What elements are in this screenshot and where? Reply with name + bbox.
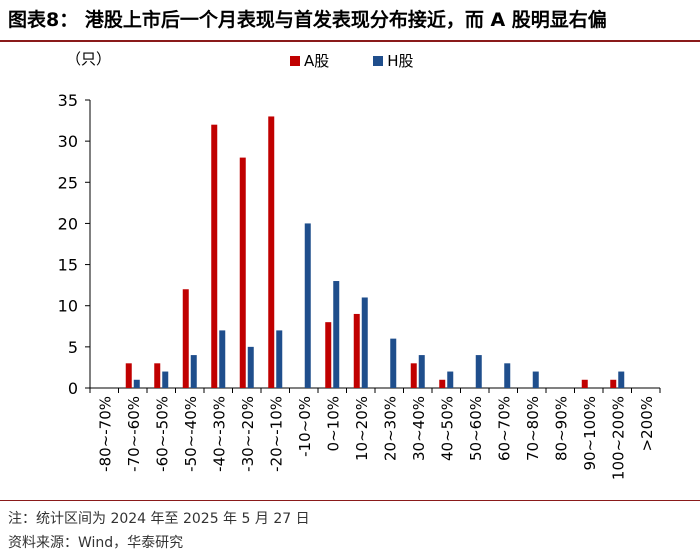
footer-divider — [0, 500, 700, 501]
bar-h-share — [532, 371, 539, 388]
x-tick-label: 30~40% — [410, 396, 428, 461]
x-tick-label: -70~-60% — [125, 396, 143, 472]
y-tick-label: 0 — [68, 379, 78, 398]
bar-h-share — [304, 223, 311, 388]
x-tick-label: 70~80% — [524, 396, 542, 461]
y-tick-label: 5 — [68, 338, 78, 357]
x-tick-label: 10~20% — [353, 396, 371, 461]
bar-a-share — [211, 124, 218, 388]
x-tick-label: 20~30% — [381, 396, 399, 461]
figure-title: 图表8： 港股上市后一个月表现与首发表现分布接近，而 A 股明显右偏 — [8, 9, 607, 31]
bar-a-share — [581, 379, 588, 388]
bar-h-share — [504, 363, 511, 388]
x-tick-label: -20~-10% — [267, 396, 285, 472]
x-tick-label: >200% — [638, 396, 656, 451]
bar-a-share — [410, 363, 417, 388]
bar-a-share — [610, 379, 617, 388]
bar-h-share — [333, 281, 340, 388]
x-tick-label: 90~100% — [581, 396, 599, 471]
legend-swatch-h-share — [373, 55, 384, 66]
bar-a-share — [439, 379, 446, 388]
chart-source: 资料来源：Wind，华泰研究 — [8, 535, 184, 551]
bar-h-share — [418, 355, 425, 388]
title-divider — [0, 40, 700, 42]
legend-swatch-a-share — [290, 55, 300, 66]
legend-label-a-share: A股 — [304, 52, 330, 70]
y-tick-label: 20 — [58, 214, 78, 233]
x-tick-label: 0~10% — [324, 396, 342, 451]
bar-h-share — [390, 338, 397, 388]
bar-a-share — [182, 289, 189, 388]
bar-h-share — [475, 355, 482, 388]
bar-a-share — [154, 363, 161, 388]
bar-chart: 0 5 10 15 20 25 30 35 -80~-70% -70~-60% -60~-50% -5… — [58, 91, 661, 480]
chart-note: 注：统计区间为 2024 年至 2025 年 5 月 27 日 — [8, 511, 310, 527]
x-tick-label: -10~0% — [296, 396, 314, 457]
legend-item-a-share: A股 — [290, 50, 329, 71]
legend-label-h-share: H股 — [387, 52, 414, 70]
bar-h-share — [276, 330, 283, 388]
bar-h-share — [618, 371, 625, 388]
x-tick-label: 40~50% — [438, 396, 456, 461]
y-tick-label: 30 — [58, 132, 78, 151]
chart-legend: A股 H股 — [290, 50, 414, 71]
x-tick-label: 60~70% — [495, 396, 513, 461]
y-tick-label: 35 — [58, 91, 78, 110]
y-tick-label: 10 — [58, 297, 78, 316]
bar-h-share — [190, 355, 197, 388]
legend-item-h-share: H股 — [373, 50, 414, 71]
bar-h-share — [247, 346, 254, 388]
bar-a-share — [239, 157, 246, 388]
x-tick-label: -50~-40% — [182, 396, 200, 472]
y-tick-label: 25 — [58, 173, 78, 192]
bar-h-share — [447, 371, 454, 388]
bar-a-share — [353, 313, 360, 388]
bar-a-share — [325, 322, 332, 388]
y-tick-label: 15 — [58, 256, 78, 275]
x-tick-label: 80~90% — [552, 396, 570, 461]
x-tick-label: -40~-30% — [210, 396, 228, 472]
bar-a-share — [125, 363, 132, 388]
x-tick-label: -30~-20% — [239, 396, 257, 472]
y-axis-unit-label: （只） — [66, 50, 112, 68]
x-tick-label: 100~200% — [609, 396, 627, 480]
bar-h-share — [361, 297, 368, 388]
x-tick-label: -80~-70% — [96, 396, 114, 472]
x-tick-label: -60~-50% — [153, 396, 171, 472]
bar-h-share — [219, 330, 226, 388]
bar-a-share — [268, 116, 275, 388]
x-tick-label: 50~60% — [467, 396, 485, 461]
bar-h-share — [133, 379, 140, 388]
bar-h-share — [162, 371, 169, 388]
